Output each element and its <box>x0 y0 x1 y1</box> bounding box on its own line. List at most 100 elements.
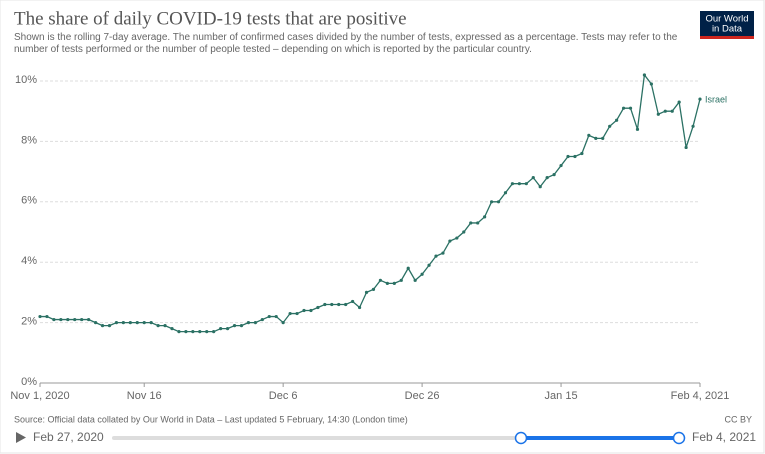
data-point <box>413 278 417 282</box>
timeline-range <box>521 436 679 440</box>
data-point <box>80 317 84 322</box>
data-point <box>364 290 369 294</box>
data-point <box>615 118 619 122</box>
data-point <box>420 272 424 276</box>
data-point <box>469 221 473 225</box>
data-point <box>656 112 660 116</box>
y-tick-label: 8% <box>21 134 37 146</box>
data-point <box>45 314 49 319</box>
data-point <box>566 154 570 159</box>
data-point <box>545 176 549 180</box>
y-tick-label: 0% <box>21 376 37 388</box>
data-point <box>351 299 355 304</box>
data-point <box>100 324 105 328</box>
x-tick-label: Jan 15 <box>545 390 578 402</box>
data-point <box>357 305 362 310</box>
license: CC BY <box>724 414 752 424</box>
data-point <box>295 311 299 316</box>
data-point <box>559 163 563 168</box>
timeline-handle[interactable] <box>672 431 686 445</box>
data-point <box>177 330 181 334</box>
data-point <box>608 124 612 128</box>
data-point <box>552 173 556 177</box>
data-point <box>302 308 306 313</box>
y-tick-label: 2% <box>21 316 37 328</box>
data-point <box>649 82 653 86</box>
data-point <box>621 106 626 110</box>
logo-text: in Data <box>712 24 743 35</box>
data-point <box>73 317 77 322</box>
data-point <box>573 154 577 159</box>
data-point <box>66 317 70 322</box>
data-point <box>232 324 237 328</box>
data-point <box>149 321 153 325</box>
data-point <box>510 182 515 186</box>
data-point <box>59 317 63 322</box>
data-point <box>496 200 501 204</box>
timeline: Feb 27, 2020 Feb 4, 2021 <box>16 430 756 445</box>
data-point <box>330 302 334 307</box>
x-tick-label: Dec 6 <box>269 390 298 402</box>
data-point <box>594 136 598 140</box>
data-point <box>476 221 480 225</box>
data-point <box>503 191 508 195</box>
data-point <box>663 109 667 113</box>
subtitle-box: Shown is the rolling 7-day average. The … <box>14 32 678 55</box>
data-point <box>392 281 396 285</box>
chart-subtitle: Shown is the rolling 7-day average. The … <box>14 32 678 55</box>
data-point <box>462 230 466 234</box>
series-label: Israel <box>705 94 727 104</box>
data-point <box>517 182 521 186</box>
logo-text: Our World <box>705 14 748 25</box>
plot: 0% 2% 4% 6% 8% 10% Nov 1, 2020 Nov 16 Dec 6 Dec 2… <box>10 73 729 402</box>
data-point <box>642 73 647 77</box>
timeline-handle[interactable] <box>514 431 528 445</box>
data-point <box>677 100 681 104</box>
data-point <box>184 330 188 334</box>
data-point <box>107 324 112 328</box>
data-point <box>684 145 688 150</box>
data-point <box>191 330 195 334</box>
data-point <box>698 97 702 101</box>
data-point <box>378 278 383 282</box>
data-point <box>489 200 494 204</box>
data-point <box>288 311 292 316</box>
data-point <box>219 327 223 331</box>
data-point <box>142 321 146 325</box>
data-point <box>316 305 320 310</box>
data-point <box>212 330 216 334</box>
data-point <box>635 127 640 131</box>
data-point <box>538 185 542 189</box>
data-point <box>87 317 91 322</box>
data-point <box>121 321 125 325</box>
data-point <box>344 302 348 307</box>
data-point <box>399 278 403 282</box>
data-point <box>38 314 42 319</box>
logo-box <box>700 11 754 39</box>
data-point <box>281 321 285 325</box>
data-point <box>441 251 445 255</box>
data-point <box>309 308 313 313</box>
x-tick-label: Nov 16 <box>127 390 162 402</box>
data-point <box>371 287 376 291</box>
source: Source: Official data collated by Our Wo… <box>14 414 408 424</box>
data-point <box>253 321 257 325</box>
play-button[interactable] <box>16 432 26 443</box>
data-point <box>156 324 160 328</box>
data-point <box>246 321 251 325</box>
data-point <box>601 136 605 140</box>
data-point <box>128 321 132 325</box>
data-point <box>267 314 271 319</box>
data-point <box>587 133 591 137</box>
timeline-end: Feb 4, 2021 <box>692 430 756 444</box>
data-point <box>448 239 452 243</box>
timeline-start: Feb 27, 2020 <box>33 430 104 444</box>
data-point <box>260 317 264 322</box>
x-tick-label: Dec 26 <box>405 390 440 402</box>
chart-title: The share of daily COVID-19 tests that a… <box>14 8 407 29</box>
data-point <box>114 321 119 325</box>
data-point <box>274 314 278 319</box>
data-point <box>628 106 633 110</box>
x-tick-label: Feb 4, 2021 <box>671 390 730 402</box>
data-point <box>524 182 528 186</box>
